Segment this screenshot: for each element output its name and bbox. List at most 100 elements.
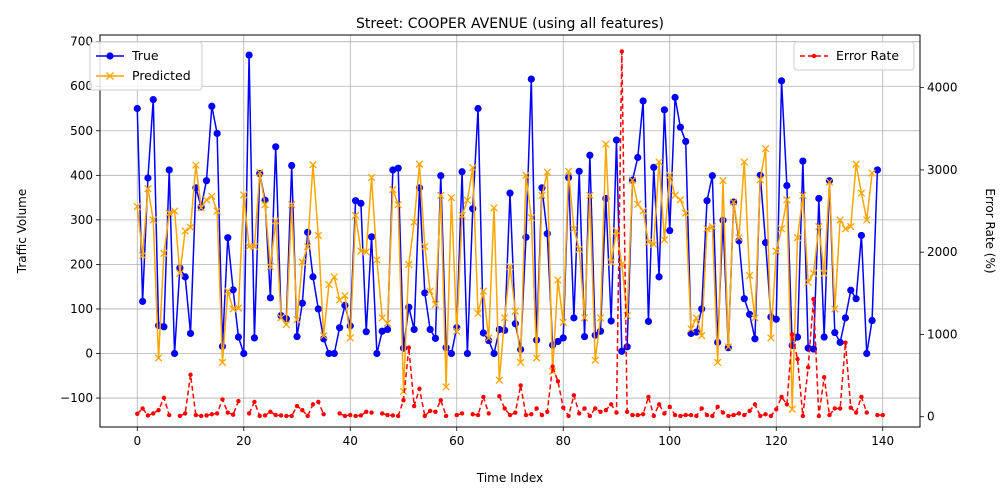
data-point-error-rate bbox=[214, 411, 220, 416]
data-point-error-rate bbox=[230, 412, 236, 417]
data-point-predicted bbox=[319, 331, 328, 340]
data-point-predicted bbox=[554, 276, 562, 284]
data-point-predicted bbox=[277, 314, 285, 322]
data-point-predicted bbox=[687, 325, 695, 333]
x-tick-label: 60 bbox=[449, 434, 464, 448]
data-point-predicted bbox=[676, 196, 685, 204]
data-point-predicted bbox=[788, 405, 796, 413]
data-point-predicted bbox=[751, 314, 759, 322]
data-point-true bbox=[676, 123, 684, 131]
data-point-error-rate bbox=[699, 406, 704, 411]
data-point-true bbox=[682, 137, 690, 146]
data-point-error-rate bbox=[678, 413, 683, 419]
data-point-error-rate bbox=[555, 379, 561, 384]
data-point-true bbox=[777, 77, 786, 85]
data-point-error-rate bbox=[550, 364, 555, 369]
data-point-true bbox=[501, 326, 509, 334]
data-point-true bbox=[463, 349, 472, 358]
data-point-true bbox=[708, 172, 716, 180]
data-point-predicted bbox=[660, 236, 669, 244]
data-point-error-rate bbox=[204, 413, 209, 418]
data-point-predicted bbox=[618, 260, 626, 269]
chart-title: Street: COOPER AVENUE (using all feature… bbox=[356, 16, 664, 32]
data-point-predicted bbox=[463, 196, 472, 205]
data-point-true bbox=[293, 332, 301, 341]
series-line-error-rate bbox=[472, 396, 490, 416]
data-point-true bbox=[431, 334, 440, 342]
data-point-predicted bbox=[325, 280, 333, 289]
data-point-predicted bbox=[261, 200, 269, 209]
data-point-predicted bbox=[602, 140, 610, 148]
data-point-predicted bbox=[298, 258, 307, 266]
data-point-error-rate bbox=[380, 411, 385, 416]
data-point-error-rate bbox=[220, 397, 225, 402]
data-point-error-rate bbox=[864, 410, 869, 415]
data-point-true bbox=[639, 97, 647, 105]
data-point-predicted bbox=[192, 161, 200, 169]
data-point-true bbox=[485, 336, 493, 345]
data-point-error-rate bbox=[406, 345, 412, 350]
data-point-predicted bbox=[761, 144, 770, 153]
data-point-error-rate bbox=[598, 409, 603, 414]
data-point-predicted bbox=[511, 307, 520, 315]
x-tick-label: 120 bbox=[765, 434, 788, 448]
data-point-true bbox=[761, 238, 770, 247]
data-point-error-rate bbox=[694, 413, 699, 419]
data-point-error-rate bbox=[252, 399, 257, 405]
data-point-true bbox=[213, 129, 221, 138]
data-point-predicted bbox=[777, 225, 786, 233]
data-point-true bbox=[181, 273, 189, 281]
data-point-predicted bbox=[490, 204, 498, 212]
data-point-error-rate bbox=[443, 413, 449, 419]
data-point-error-rate bbox=[768, 413, 774, 419]
y-tick-label: 600 bbox=[70, 79, 93, 93]
data-point-true bbox=[655, 273, 663, 281]
data-point-predicted bbox=[516, 358, 525, 367]
data-point-true bbox=[570, 314, 578, 322]
data-point-predicted bbox=[245, 242, 253, 251]
x-tick-label: 0 bbox=[133, 434, 141, 448]
data-point-predicted bbox=[783, 196, 791, 204]
data-point-error-rate bbox=[289, 413, 294, 419]
data-point-predicted bbox=[500, 314, 509, 322]
data-point-error-rate bbox=[193, 412, 199, 418]
data-point-true bbox=[831, 328, 839, 337]
data-point-true bbox=[272, 143, 280, 151]
data-point-error-rate bbox=[688, 412, 694, 418]
data-point-true bbox=[660, 106, 669, 114]
data-point-true bbox=[751, 335, 759, 343]
data-point-true bbox=[288, 161, 296, 170]
data-point-predicted bbox=[208, 192, 216, 201]
data-point-predicted bbox=[580, 314, 589, 322]
data-point-error-rate bbox=[188, 372, 193, 377]
data-point-predicted bbox=[793, 233, 802, 242]
data-point-error-rate bbox=[603, 407, 609, 413]
data-point-error-rate bbox=[635, 412, 640, 418]
data-point-predicted bbox=[804, 278, 812, 286]
series-line-error-rate bbox=[498, 50, 868, 417]
data-point-true bbox=[330, 349, 338, 358]
data-point-error-rate bbox=[358, 413, 364, 418]
data-point-true bbox=[426, 325, 434, 334]
legend-error-label: Error Rate bbox=[836, 48, 899, 63]
grid bbox=[100, 35, 920, 427]
x-axis-title: Time Index bbox=[476, 471, 543, 485]
data-point-true bbox=[527, 75, 535, 83]
data-point-error-rate bbox=[151, 411, 156, 416]
y-tick-label: 0 bbox=[85, 347, 93, 361]
y-tick-label: 700 bbox=[70, 35, 93, 49]
data-point-true bbox=[447, 349, 456, 358]
data-point-predicted bbox=[468, 163, 477, 172]
data-point-true bbox=[559, 334, 567, 342]
data-point-error-rate bbox=[821, 375, 827, 380]
data-point-true bbox=[250, 334, 259, 342]
data-point-error-rate bbox=[710, 413, 715, 419]
data-point-predicted bbox=[607, 258, 615, 266]
data-point-true bbox=[836, 338, 844, 346]
data-point-error-rate bbox=[342, 413, 348, 419]
data-point-true bbox=[234, 333, 243, 341]
data-point-error-rate bbox=[752, 402, 758, 407]
data-point-predicted bbox=[799, 191, 807, 200]
data-point-true bbox=[490, 349, 498, 358]
data-point-predicted bbox=[452, 327, 461, 335]
